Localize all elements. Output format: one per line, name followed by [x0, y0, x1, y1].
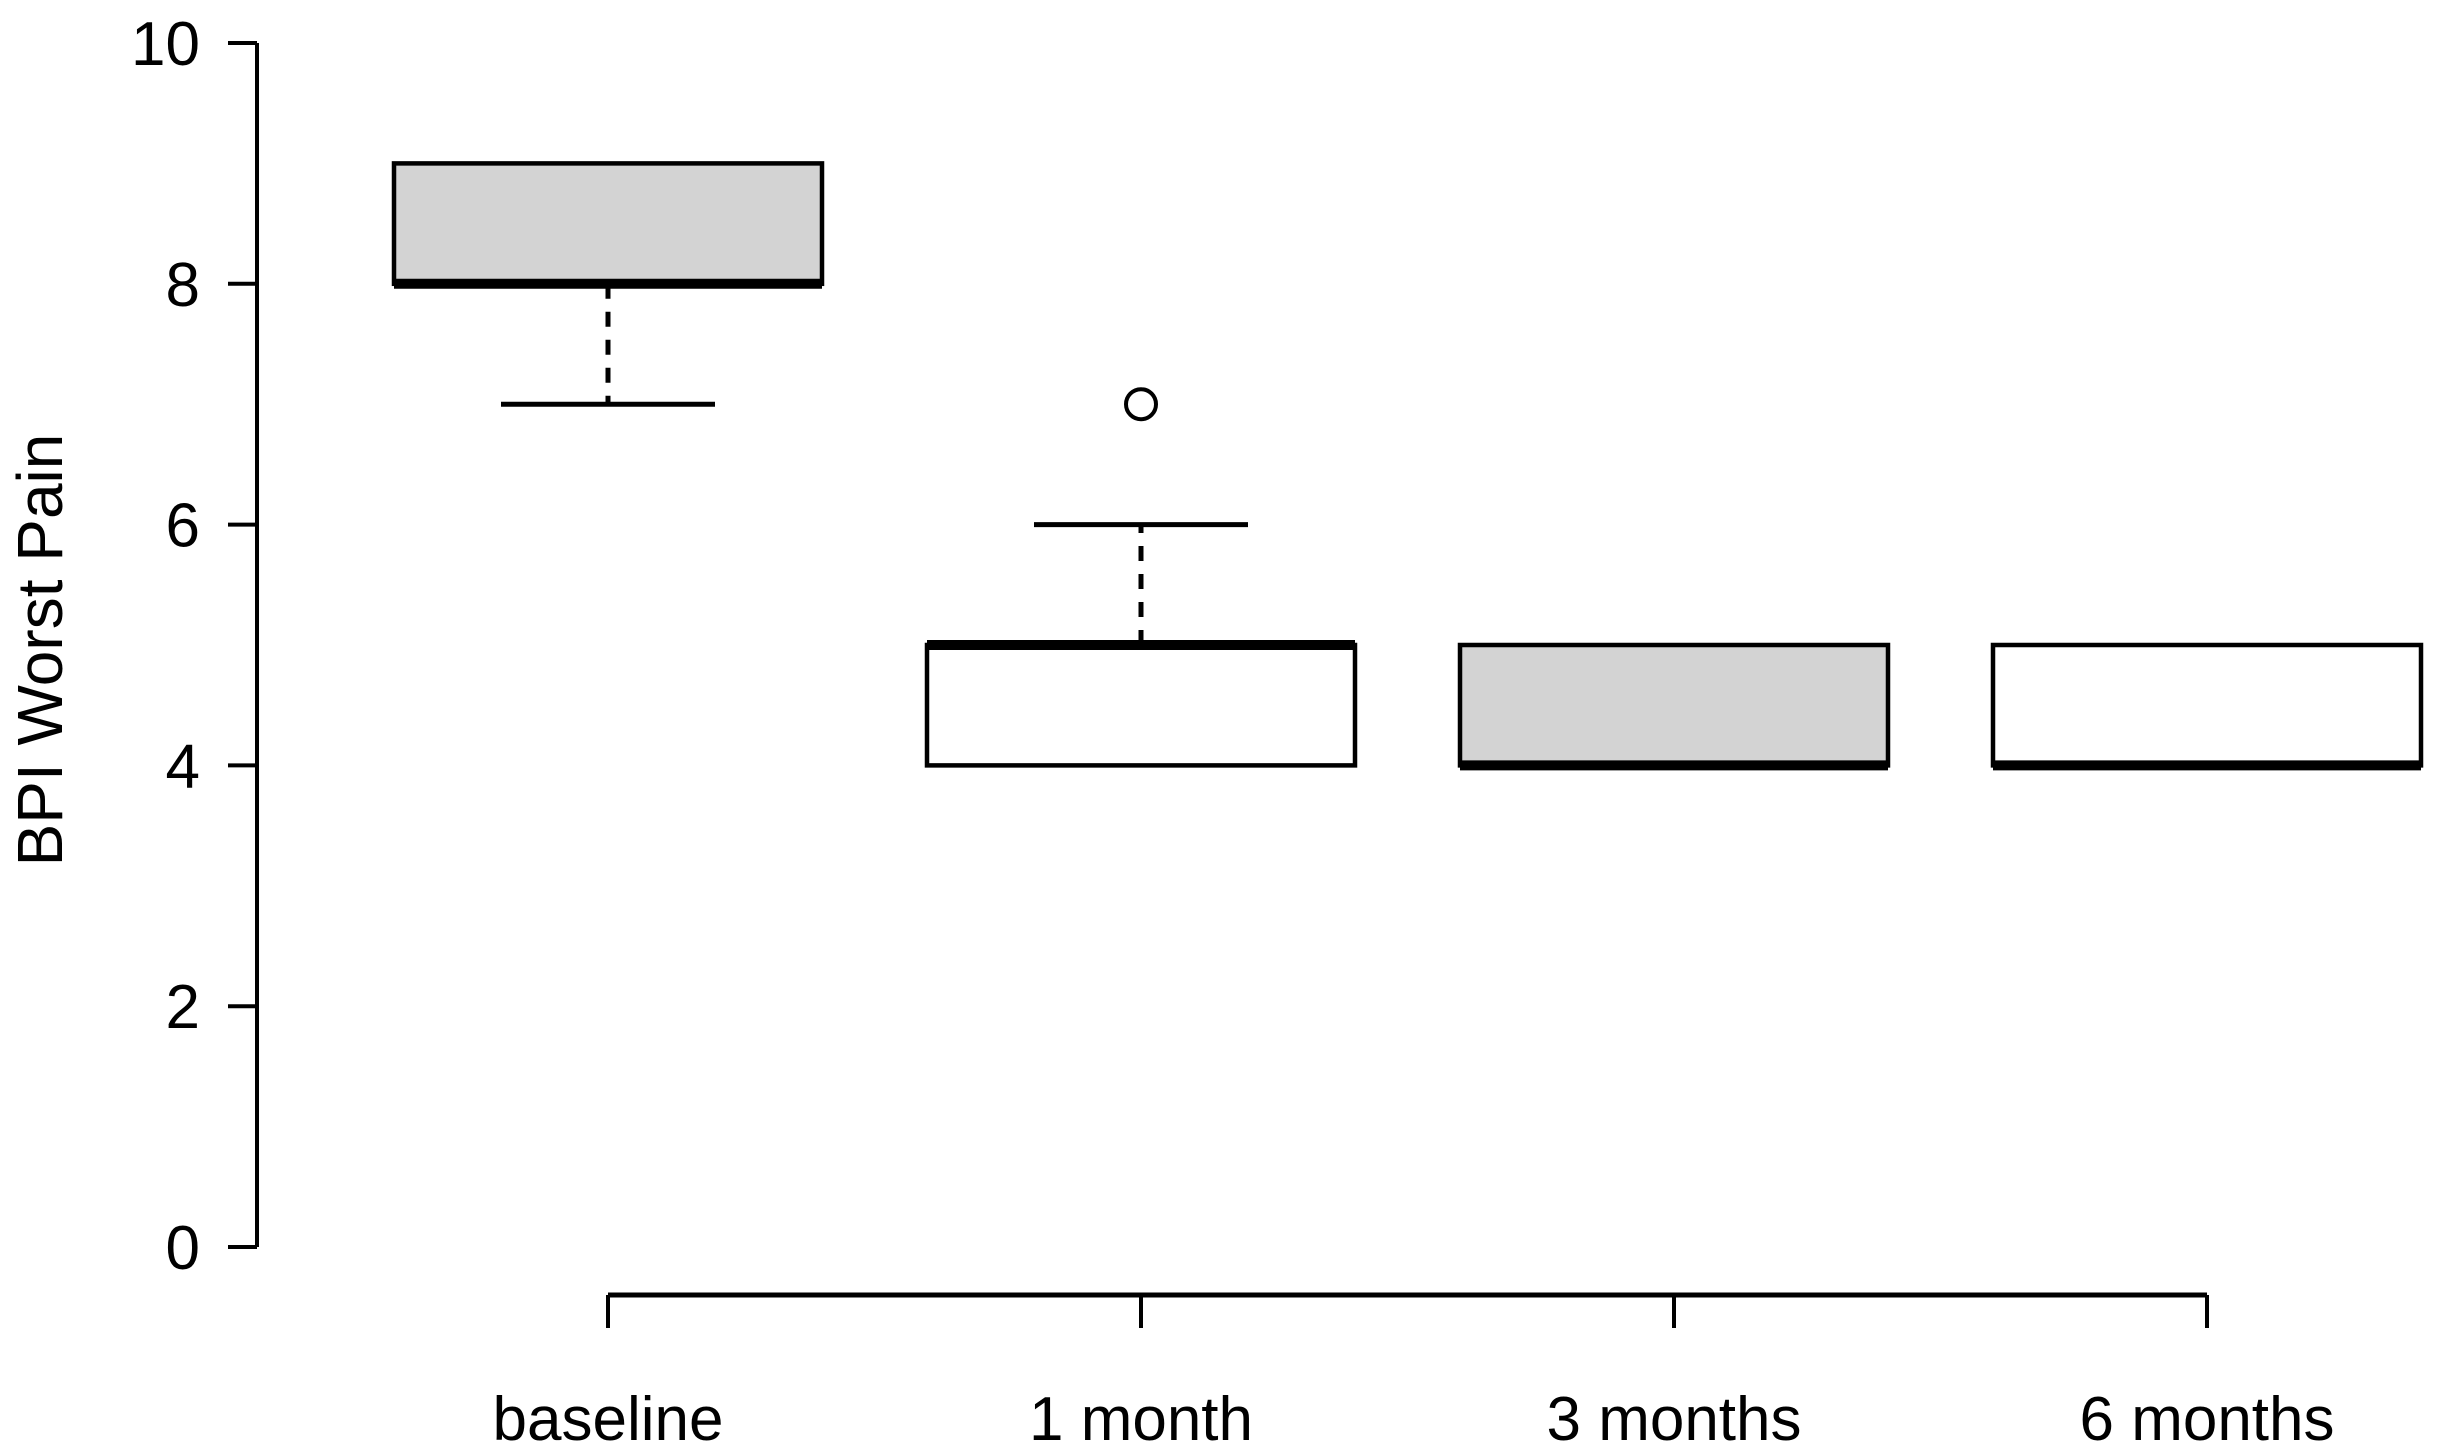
x-tick-label-1-month: 1 month [1029, 1385, 1253, 1454]
plot-area [391, 161, 2424, 771]
x-tick-label-3-months: 3 months [1546, 1385, 1801, 1454]
y-tick-label-10: 10 [131, 10, 200, 79]
y-tick-label-2: 2 [166, 973, 200, 1042]
y-tick-label-8: 8 [166, 251, 200, 320]
y-tick-label-0: 0 [166, 1214, 200, 1283]
box-rect [924, 642, 1358, 768]
outlier-point [1124, 387, 1158, 422]
boxplot-6-months [1990, 642, 2424, 771]
box-rect [1990, 642, 2424, 768]
x-tick-label-6-months: 6 months [2079, 1385, 2334, 1454]
boxplot-3-months [1457, 642, 1891, 771]
x-tick-label-baseline: baseline [493, 1385, 724, 1454]
y-axis: 0 2 4 6 8 10 [131, 10, 259, 1283]
x-axis: baseline 1 month 3 months 6 months [493, 1292, 2335, 1454]
box-rect [1457, 642, 1891, 768]
y-axis-title: BPI Worst Pain [4, 434, 76, 867]
box-rect [391, 161, 825, 287]
y-tick-label-4: 4 [166, 732, 200, 801]
boxplot-1-month [924, 387, 1358, 768]
y-tick-label-6: 6 [166, 492, 200, 561]
boxplot-baseline [391, 161, 825, 407]
